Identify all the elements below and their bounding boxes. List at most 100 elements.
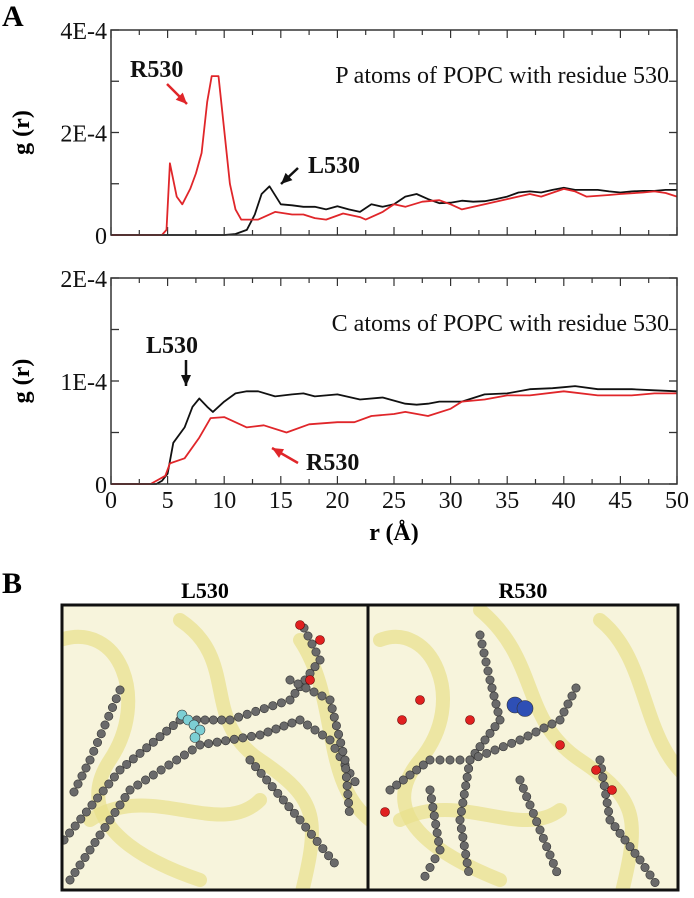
atom-bead <box>456 824 466 834</box>
atom-bead <box>267 782 277 792</box>
atom-bead <box>104 779 114 789</box>
atom-bead <box>104 711 114 721</box>
atom-bead <box>528 808 538 818</box>
series-line-r530 <box>111 390 677 485</box>
atom-bead <box>141 775 151 785</box>
atom-bead <box>75 860 85 870</box>
atom-bead <box>567 691 577 701</box>
atom-bead <box>221 736 231 746</box>
atom-bead <box>425 862 435 872</box>
atom-bead <box>532 817 542 827</box>
atom-bead <box>251 762 261 772</box>
atom-bead <box>630 848 640 858</box>
atom-bead <box>480 735 490 745</box>
panel-b-right-frame <box>366 603 680 892</box>
atom-bead <box>120 792 130 802</box>
atom-bead <box>405 770 415 780</box>
atom-bead <box>95 830 105 840</box>
atom-bead <box>225 715 235 725</box>
atom-bead <box>279 721 289 731</box>
atom-bead <box>133 780 143 790</box>
atom-bead <box>246 731 256 741</box>
atom-bead <box>640 862 650 872</box>
atom-bead <box>342 781 352 791</box>
chart-title: C atoms of POPC with residue 530 <box>332 311 669 337</box>
arrow-r530-head <box>272 448 285 458</box>
atom-bead <box>115 685 125 695</box>
atom-bead <box>542 842 552 852</box>
atom-bead <box>485 728 495 738</box>
atom-bead <box>303 631 313 641</box>
atom-bead <box>148 770 158 780</box>
atom-bead <box>168 721 178 731</box>
atom-bead <box>93 737 103 747</box>
atom-bead <box>105 815 115 825</box>
atom-bead <box>268 701 278 711</box>
atom-bead <box>234 712 244 722</box>
plot-frame <box>110 277 678 485</box>
atom-bead <box>490 722 500 732</box>
atom-bead <box>456 806 466 816</box>
atom-bead <box>344 798 354 808</box>
protein-ribbon <box>373 630 507 887</box>
x-tick-label: 15 <box>269 488 293 514</box>
atom-bead <box>495 715 505 725</box>
atom-bead <box>87 800 97 810</box>
atom-bead <box>482 748 492 758</box>
atom-bead <box>338 746 348 756</box>
atom-bead <box>507 738 517 748</box>
structure-image-l530 <box>62 605 368 890</box>
atom-bead <box>563 699 573 709</box>
atom-bead <box>278 795 288 805</box>
atom-bead <box>310 725 320 735</box>
atom-bead <box>259 704 269 714</box>
atom-bead <box>263 727 273 737</box>
x-tick-label: 0 <box>105 488 117 514</box>
atom-bead <box>194 724 206 736</box>
chart-c-atoms: 0 1E-4 2E-4 0 5 10 15 20 25 30 35 40 45 50 C atoms of … <box>9 267 689 546</box>
series-line-l530 <box>111 185 677 236</box>
atom-bead <box>434 836 444 846</box>
atom-bead <box>465 755 475 765</box>
atom-bead <box>464 866 474 876</box>
atom-bead <box>284 802 294 812</box>
atom-bead <box>115 800 125 810</box>
atom-bead <box>610 822 620 832</box>
atom-bead <box>156 765 166 775</box>
atom-bead <box>255 730 265 740</box>
atom-bead <box>179 750 189 760</box>
atom-bead <box>307 639 317 649</box>
atom-bead <box>76 814 86 824</box>
atom-bead <box>309 687 319 697</box>
atom-bead <box>385 785 395 795</box>
atom-bead <box>125 785 135 795</box>
atom-bead <box>81 807 91 817</box>
atom-bead <box>336 738 346 748</box>
atom-bead <box>208 715 218 725</box>
atom-bead <box>479 648 489 658</box>
atom-bead <box>604 806 614 816</box>
atom-bead <box>539 723 549 733</box>
atom-bead <box>306 829 316 839</box>
atom-bead <box>329 712 339 722</box>
atom-bead <box>285 675 295 685</box>
atom-bead <box>489 691 499 701</box>
atom-bead <box>559 707 569 717</box>
atom-bead <box>200 715 210 725</box>
atom-bead <box>435 845 445 855</box>
x-tick-label: 50 <box>665 488 689 514</box>
atom-bead <box>295 715 305 725</box>
annotation-l530: L530 <box>308 153 360 179</box>
atom-bead <box>315 655 325 665</box>
atom-bead <box>518 783 528 793</box>
atom-bead <box>85 755 95 765</box>
x-tick-label: 25 <box>382 488 406 514</box>
atom-bead <box>620 835 630 845</box>
atom-bead <box>100 720 110 730</box>
atom-bead <box>350 777 360 787</box>
atom-bead <box>571 683 581 693</box>
atom-bead <box>343 789 353 799</box>
atom-bead <box>65 875 75 885</box>
atom-bead <box>430 854 440 864</box>
atom-bead <box>595 755 605 765</box>
